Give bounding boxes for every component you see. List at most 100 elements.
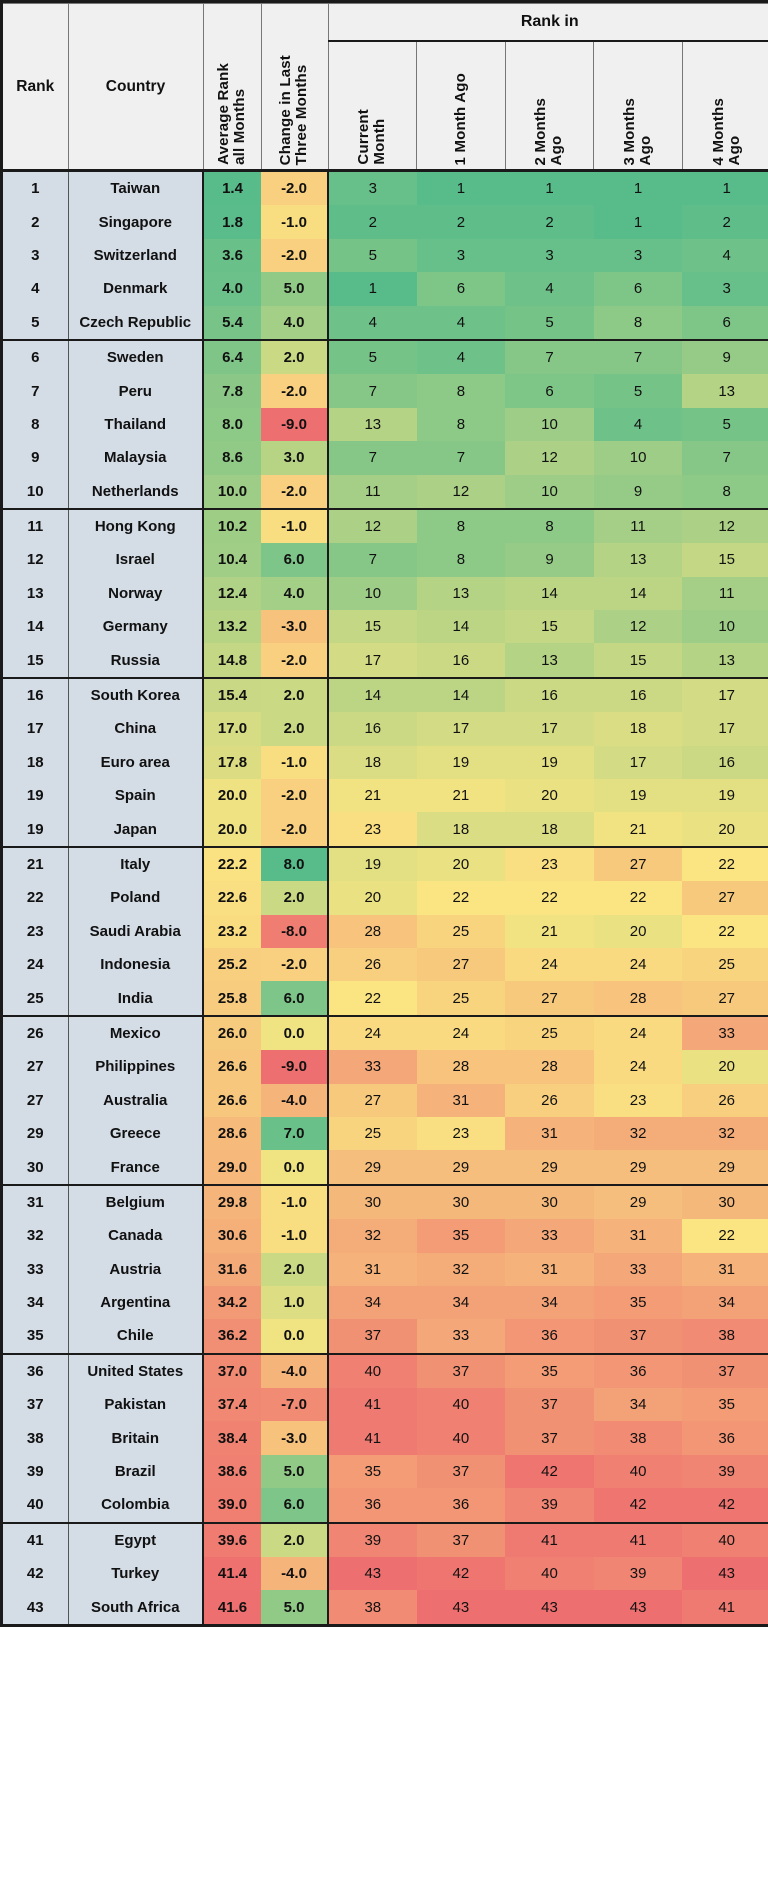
cell-month-rank: 25 [416, 914, 506, 948]
cell-month-rank: 4 [505, 272, 594, 306]
cell-month-rank: 27 [505, 981, 594, 1017]
cell-change: 5.0 [261, 1590, 329, 1624]
cell-month-rank: 30 [682, 1184, 768, 1220]
cell-month-rank: 27 [682, 881, 768, 915]
table-row: 31 Belgium 29.8 -1.0 30 30 30 29 30 [3, 1184, 768, 1220]
cell-month-rank: 1 [328, 272, 417, 306]
cell-rank: 22 [3, 881, 69, 915]
cell-month-rank: 30 [328, 1184, 417, 1220]
cell-month-rank: 24 [416, 1015, 506, 1051]
cell-country: France [68, 1150, 204, 1186]
cell-country: China [68, 712, 204, 746]
cell-country: Australia [68, 1083, 204, 1117]
cell-month-rank: 22 [682, 846, 768, 882]
cell-month-rank: 11 [328, 474, 417, 510]
cell-month-rank: 20 [505, 779, 594, 813]
cell-average-rank: 41.6 [203, 1590, 261, 1624]
cell-month-rank: 37 [682, 1353, 768, 1389]
cell-month-rank: 35 [328, 1454, 417, 1489]
table-row: 43 South Africa 41.6 5.0 38 43 43 43 41 [3, 1590, 768, 1624]
cell-month-rank: 5 [505, 305, 594, 341]
cell-country: Czech Republic [68, 305, 204, 341]
cell-change: 2.0 [261, 881, 329, 915]
country-rank-table: Rank Country Average Rank all Months Cha… [3, 3, 768, 1624]
cell-month-rank: 34 [328, 1285, 417, 1320]
cell-month-rank: 34 [682, 1285, 768, 1320]
cell-change: 2.0 [261, 339, 329, 375]
cell-month-rank: 8 [416, 543, 506, 577]
cell-month-rank: 37 [416, 1454, 506, 1489]
cell-month-rank: 37 [416, 1353, 506, 1389]
cell-change: -1.0 [261, 745, 329, 780]
cell-month-rank: 2 [416, 205, 506, 239]
cell-month-rank: 42 [416, 1557, 506, 1591]
cell-month-rank: 16 [682, 745, 768, 780]
cell-rank: 36 [3, 1353, 69, 1389]
cell-average-rank: 30.6 [203, 1219, 261, 1253]
cell-month-rank: 5 [682, 407, 768, 442]
cell-month-rank: 41 [328, 1388, 417, 1422]
cell-month-rank: 13 [416, 576, 506, 611]
cell-month-rank: 20 [328, 881, 417, 915]
cell-month-rank: 17 [416, 712, 506, 746]
cell-country: Japan [68, 812, 204, 848]
table-row: 13 Norway 12.4 4.0 10 13 14 14 11 [3, 576, 768, 611]
cell-month-rank: 4 [328, 305, 417, 341]
cell-month-rank: 17 [682, 712, 768, 746]
cell-change: -2.0 [261, 474, 329, 510]
cell-month-rank: 1 [682, 170, 768, 206]
cell-average-rank: 12.4 [203, 576, 261, 611]
cell-month-rank: 33 [505, 1219, 594, 1253]
cell-month-rank: 14 [505, 576, 594, 611]
cell-country: Sweden [68, 339, 204, 375]
table-row: 16 South Korea 15.4 2.0 14 14 16 16 17 [3, 677, 768, 713]
table-row: 34 Argentina 34.2 1.0 34 34 34 35 34 [3, 1285, 768, 1320]
cell-country: Euro area [68, 745, 204, 780]
cell-change: -4.0 [261, 1557, 329, 1591]
cell-country: Italy [68, 846, 204, 882]
cell-month-rank: 17 [505, 712, 594, 746]
column-header-month-3: 3 Months Ago [593, 40, 683, 172]
cell-month-rank: 37 [505, 1388, 594, 1422]
cell-rank: 2 [3, 205, 69, 239]
cell-rank: 7 [3, 374, 69, 408]
cell-month-rank: 40 [505, 1557, 594, 1591]
cell-month-rank: 37 [505, 1421, 594, 1455]
cell-average-rank: 1.8 [203, 205, 261, 239]
cell-month-rank: 16 [505, 677, 594, 713]
cell-rank: 39 [3, 1454, 69, 1489]
cell-country: Taiwan [68, 170, 204, 206]
cell-rank: 18 [3, 745, 69, 780]
cell-month-rank: 25 [328, 1116, 417, 1151]
cell-month-rank: 12 [328, 508, 417, 544]
cell-month-rank: 12 [505, 441, 594, 475]
cell-month-rank: 23 [593, 1083, 683, 1117]
cell-month-rank: 25 [416, 981, 506, 1017]
cell-month-rank: 29 [505, 1150, 594, 1186]
cell-month-rank: 29 [593, 1150, 683, 1186]
cell-country: Russia [68, 643, 204, 679]
cell-country: Denmark [68, 272, 204, 306]
cell-month-rank: 2 [505, 205, 594, 239]
cell-month-rank: 4 [416, 339, 506, 375]
cell-month-rank: 14 [328, 677, 417, 713]
cell-country: Austria [68, 1252, 204, 1286]
cell-country: Britain [68, 1421, 204, 1455]
table-row: 26 Mexico 26.0 0.0 24 24 25 24 33 [3, 1015, 768, 1051]
column-header-month-label: 2 Months Ago [532, 97, 566, 165]
cell-change: 3.0 [261, 441, 329, 475]
table-row: 3 Switzerland 3.6 -2.0 5 3 3 3 4 [3, 238, 768, 273]
cell-country: Hong Kong [68, 508, 204, 544]
table-row: 27 Australia 26.6 -4.0 27 31 26 23 26 [3, 1083, 768, 1117]
table-row: 19 Spain 20.0 -2.0 21 21 20 19 19 [3, 779, 768, 813]
cell-month-rank: 7 [328, 543, 417, 577]
cell-month-rank: 8 [416, 508, 506, 544]
cell-rank: 29 [3, 1116, 69, 1151]
cell-change: -1.0 [261, 205, 329, 239]
cell-month-rank: 21 [505, 914, 594, 948]
cell-month-rank: 3 [593, 238, 683, 273]
column-header-month-4: 4 Months Ago [681, 40, 768, 172]
cell-average-rank: 3.6 [203, 238, 261, 273]
table-row: 38 Britain 38.4 -3.0 41 40 37 38 36 [3, 1421, 768, 1455]
cell-month-rank: 41 [328, 1421, 417, 1455]
